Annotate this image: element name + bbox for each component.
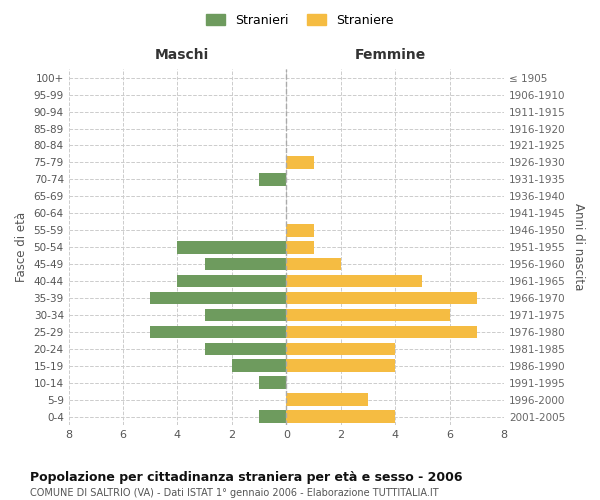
Bar xyxy=(205,258,286,270)
Bar xyxy=(205,308,286,322)
Bar xyxy=(205,342,286,355)
Text: COMUNE DI SALTRIO (VA) - Dati ISTAT 1° gennaio 2006 - Elaborazione TUTTITALIA.IT: COMUNE DI SALTRIO (VA) - Dati ISTAT 1° g… xyxy=(30,488,439,498)
Text: Popolazione per cittadinanza straniera per età e sesso - 2006: Popolazione per cittadinanza straniera p… xyxy=(30,471,463,484)
Bar xyxy=(286,360,395,372)
Y-axis label: Fasce di età: Fasce di età xyxy=(15,212,28,282)
Bar xyxy=(286,342,395,355)
Bar xyxy=(286,274,422,287)
Bar xyxy=(259,173,286,186)
Bar xyxy=(150,326,286,338)
Bar xyxy=(232,360,286,372)
Legend: Stranieri, Straniere: Stranieri, Straniere xyxy=(202,8,398,32)
Bar xyxy=(286,326,477,338)
Y-axis label: Anni di nascita: Anni di nascita xyxy=(572,204,585,291)
Text: Maschi: Maschi xyxy=(155,48,209,62)
Bar xyxy=(178,241,286,254)
Bar xyxy=(286,258,341,270)
Bar xyxy=(286,292,477,304)
Bar xyxy=(286,156,314,169)
Text: Femmine: Femmine xyxy=(355,48,427,62)
Bar xyxy=(150,292,286,304)
Bar xyxy=(286,241,314,254)
Bar xyxy=(286,308,449,322)
Bar xyxy=(259,376,286,389)
Bar xyxy=(178,274,286,287)
Bar xyxy=(286,224,314,236)
Bar xyxy=(286,410,395,423)
Bar xyxy=(286,394,368,406)
Bar xyxy=(259,410,286,423)
